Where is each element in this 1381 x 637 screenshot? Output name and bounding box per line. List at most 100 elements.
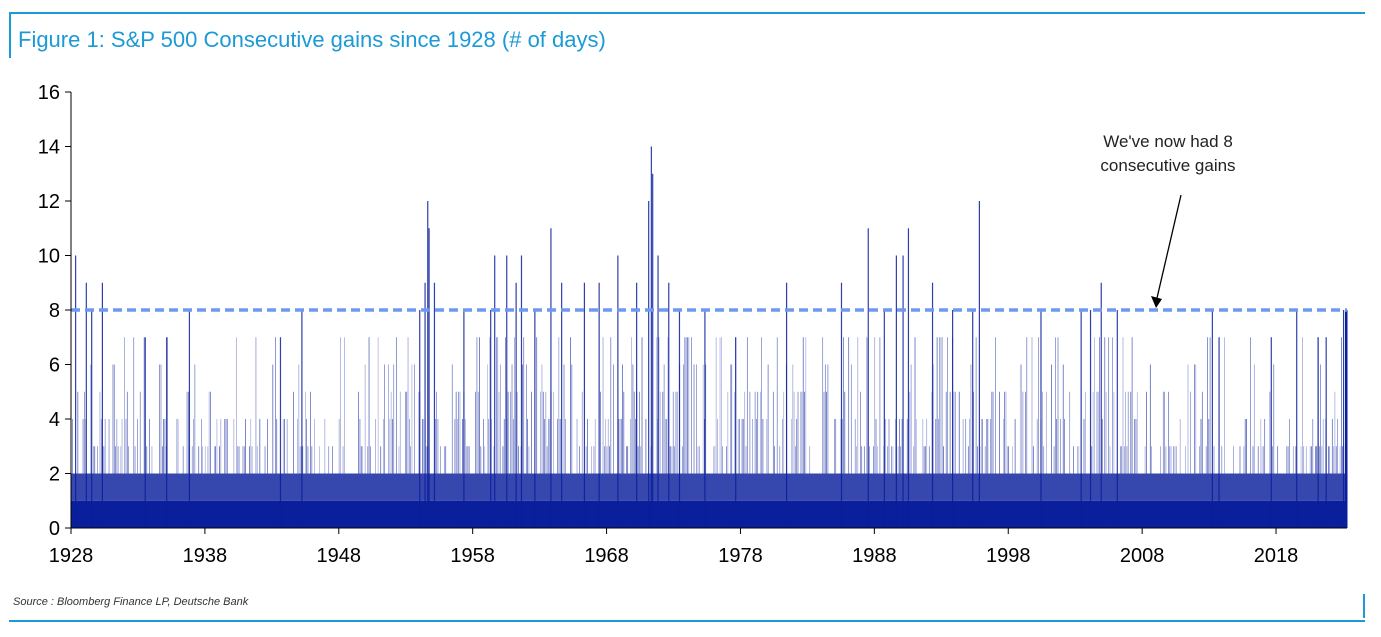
bar — [1077, 446, 1078, 474]
bar — [1022, 391, 1024, 474]
bar — [1125, 391, 1126, 474]
bar — [511, 364, 513, 474]
bar — [1303, 446, 1305, 474]
bar — [1165, 446, 1167, 474]
bar — [476, 337, 478, 474]
bar — [477, 391, 479, 474]
bar — [164, 419, 166, 474]
y-tick-label: 14 — [38, 137, 60, 159]
bar — [1329, 446, 1331, 474]
bar — [658, 337, 660, 474]
x-tick-label: 1998 — [986, 545, 1031, 567]
bar — [486, 364, 488, 474]
bar — [593, 446, 595, 474]
bar — [541, 364, 543, 474]
bar — [411, 364, 413, 474]
bar — [1243, 446, 1245, 474]
y-tick-label: 0 — [49, 518, 60, 540]
bar — [587, 419, 588, 474]
bar — [675, 391, 677, 474]
bar — [1341, 337, 1342, 474]
bar — [610, 337, 612, 474]
bar — [715, 337, 717, 474]
bar — [186, 391, 188, 474]
bar — [176, 419, 177, 474]
bar — [876, 446, 878, 474]
bar — [540, 391, 541, 474]
bar — [162, 446, 163, 474]
bar — [358, 391, 359, 474]
bar — [1175, 446, 1177, 474]
base-bars-2 — [71, 473, 1347, 501]
bar — [1208, 419, 1210, 474]
bar — [1164, 391, 1165, 474]
bar — [99, 391, 101, 474]
bar — [1187, 364, 1189, 474]
bar — [210, 391, 211, 474]
bar — [564, 419, 566, 474]
bar — [866, 337, 868, 474]
bar — [590, 446, 592, 474]
bar — [137, 419, 138, 474]
bar — [324, 419, 326, 474]
bar — [1108, 337, 1110, 474]
bar — [863, 446, 865, 474]
bar — [1042, 391, 1043, 474]
annotation-arrow-group — [1151, 194, 1182, 308]
footer-accent — [1363, 594, 1365, 618]
chart-title: Figure 1: S&P 500 Consecutive gains sinc… — [18, 27, 606, 52]
bar — [94, 446, 96, 474]
bar — [745, 446, 747, 474]
bar — [633, 391, 635, 474]
peak-bar — [931, 282, 934, 528]
bar — [202, 446, 203, 474]
bar — [1004, 391, 1006, 474]
bar — [626, 446, 627, 474]
bar — [962, 419, 964, 474]
bar — [935, 419, 937, 474]
peak-bar — [867, 228, 869, 528]
bar — [104, 419, 106, 474]
peak-bar — [75, 255, 77, 528]
bar — [727, 391, 729, 474]
bar — [499, 364, 501, 474]
bar — [714, 446, 716, 474]
peak-bar — [1211, 310, 1213, 528]
annotation-line-1: We've now had 8 — [1103, 132, 1233, 151]
bar — [282, 419, 284, 474]
bar — [860, 391, 861, 474]
bar — [804, 391, 805, 474]
bar — [77, 391, 79, 474]
bar — [999, 391, 1000, 474]
bar — [514, 337, 515, 474]
bar — [245, 419, 246, 474]
bar — [483, 419, 484, 474]
peak-bar — [561, 282, 563, 528]
y-tick-label: 10 — [38, 246, 60, 268]
bar — [627, 446, 629, 474]
bar — [1104, 337, 1106, 474]
bar — [684, 337, 686, 474]
bar — [1174, 446, 1176, 474]
peak-bar — [1089, 310, 1092, 528]
bar — [425, 446, 427, 474]
bar — [437, 419, 439, 474]
bar — [986, 419, 987, 474]
bar — [1099, 337, 1100, 474]
bar — [1019, 364, 1021, 474]
bar — [85, 419, 86, 474]
bar — [954, 391, 956, 474]
bar — [146, 446, 148, 474]
bar — [1073, 446, 1074, 474]
bar — [759, 391, 761, 474]
peak-bar — [1296, 310, 1298, 528]
bar — [1060, 419, 1061, 474]
bar — [1120, 446, 1121, 474]
peak-bar — [85, 282, 87, 528]
bar — [1003, 419, 1004, 474]
bar — [936, 337, 938, 474]
bar — [901, 419, 903, 474]
peak-bar — [91, 310, 93, 528]
bar — [666, 419, 668, 474]
bar — [219, 446, 220, 474]
